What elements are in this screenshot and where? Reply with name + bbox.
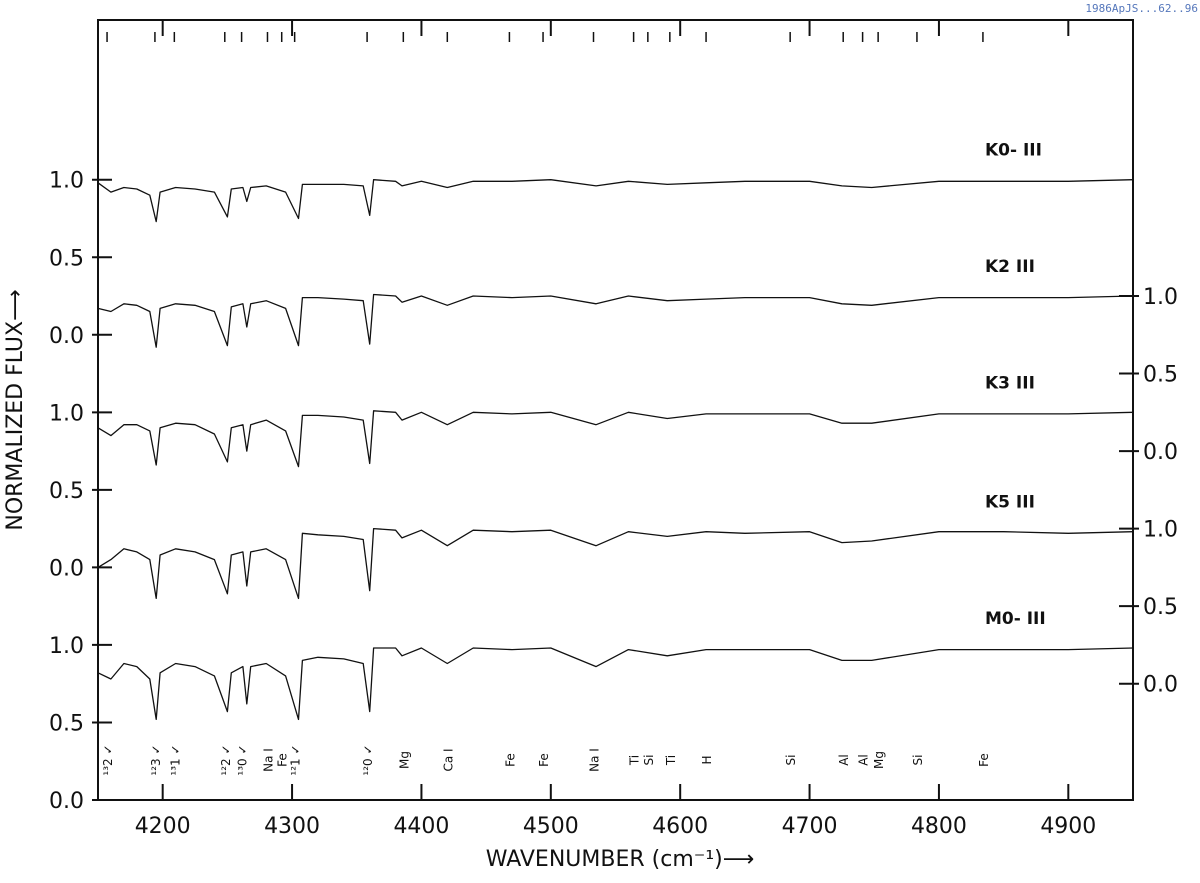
- line-id-label: Al: [857, 754, 871, 766]
- spectrum-line: [97, 293, 1134, 348]
- source-note: 1986ApJS...62..96: [1085, 2, 1198, 15]
- line-id-label: Si: [642, 755, 656, 766]
- y-tick-label: 1.0: [49, 401, 84, 426]
- line-id-label: ¹³2 ✓: [101, 744, 115, 775]
- line-id-label: Al: [837, 754, 851, 766]
- y-tick-label: 0.0: [49, 789, 84, 814]
- line-id-label: Fe: [276, 753, 290, 767]
- line-id-label: Fe: [977, 753, 991, 767]
- line-id-label: Fe: [503, 753, 517, 767]
- line-id-label: Na I: [261, 748, 275, 772]
- x-tick-label: 4900: [1040, 814, 1096, 839]
- x-tick-label: 4500: [523, 814, 579, 839]
- line-id-label: Fe: [537, 753, 551, 767]
- line-id-label: Ca I: [441, 748, 455, 771]
- line-id-label: Ti: [664, 755, 678, 766]
- series-label: K2 III: [985, 257, 1035, 277]
- y2-tick-label: 0.0: [1143, 673, 1178, 698]
- spectrum-line: [97, 647, 1134, 721]
- y2-tick-label: 0.5: [1143, 363, 1178, 388]
- x-tick-label: 4600: [652, 814, 708, 839]
- series-label: K5 III: [985, 493, 1035, 513]
- line-id-label: Na I: [588, 748, 602, 772]
- y2-tick-label: 0.5: [1143, 595, 1178, 620]
- y-tick-label: 0.0: [49, 324, 84, 349]
- series-label: M0- III: [985, 609, 1046, 629]
- line-id-label: Ti: [628, 755, 642, 766]
- y2-tick-label: 0.0: [1143, 440, 1178, 465]
- y2-tick-label: 1.0: [1143, 518, 1178, 543]
- x-axis-label: WAVENUMBER (cm⁻¹)⟶: [486, 847, 755, 872]
- plot-frame: [97, 19, 1134, 801]
- line-id-label: H: [700, 755, 714, 764]
- line-id-label: ¹²2 ✓: [219, 744, 233, 775]
- y2-tick-label: 1.0: [1143, 285, 1178, 310]
- line-id-label: Si: [784, 755, 798, 766]
- y-tick-label: 1.0: [49, 169, 84, 194]
- x-tick-label: 4800: [911, 814, 967, 839]
- line-id-label: ¹²3 ✓: [149, 744, 163, 775]
- line-id-label: ¹³0 ✓: [236, 744, 250, 775]
- spectrum-line: [97, 527, 1134, 600]
- y-tick-label: 1.0: [49, 634, 84, 659]
- line-id-label: ¹³1 ✓: [168, 744, 182, 775]
- y-tick-label: 0.5: [49, 246, 84, 271]
- spectrum-line: [97, 410, 1134, 468]
- series-label: K3 III: [985, 373, 1035, 393]
- x-tick-label: 4400: [393, 814, 449, 839]
- spectrum-line: [97, 179, 1134, 223]
- x-tick-label: 4200: [135, 814, 191, 839]
- x-tick-label: 4300: [264, 814, 320, 839]
- line-id-label: Mg: [872, 751, 886, 769]
- y-axis-label: NORMALIZED FLUX⟶: [3, 289, 28, 530]
- x-tick-label: 4700: [782, 814, 838, 839]
- series-label: K0- III: [985, 141, 1042, 161]
- y-tick-label: 0.0: [49, 556, 84, 581]
- line-id-label: Si: [911, 755, 925, 766]
- line-id-label: ¹²1 ✓: [289, 744, 303, 775]
- y-tick-label: 0.5: [49, 711, 84, 736]
- line-id-label: Mg: [397, 751, 411, 769]
- line-id-label: ¹²0 ✓: [361, 744, 375, 775]
- y-tick-label: 0.5: [49, 479, 84, 504]
